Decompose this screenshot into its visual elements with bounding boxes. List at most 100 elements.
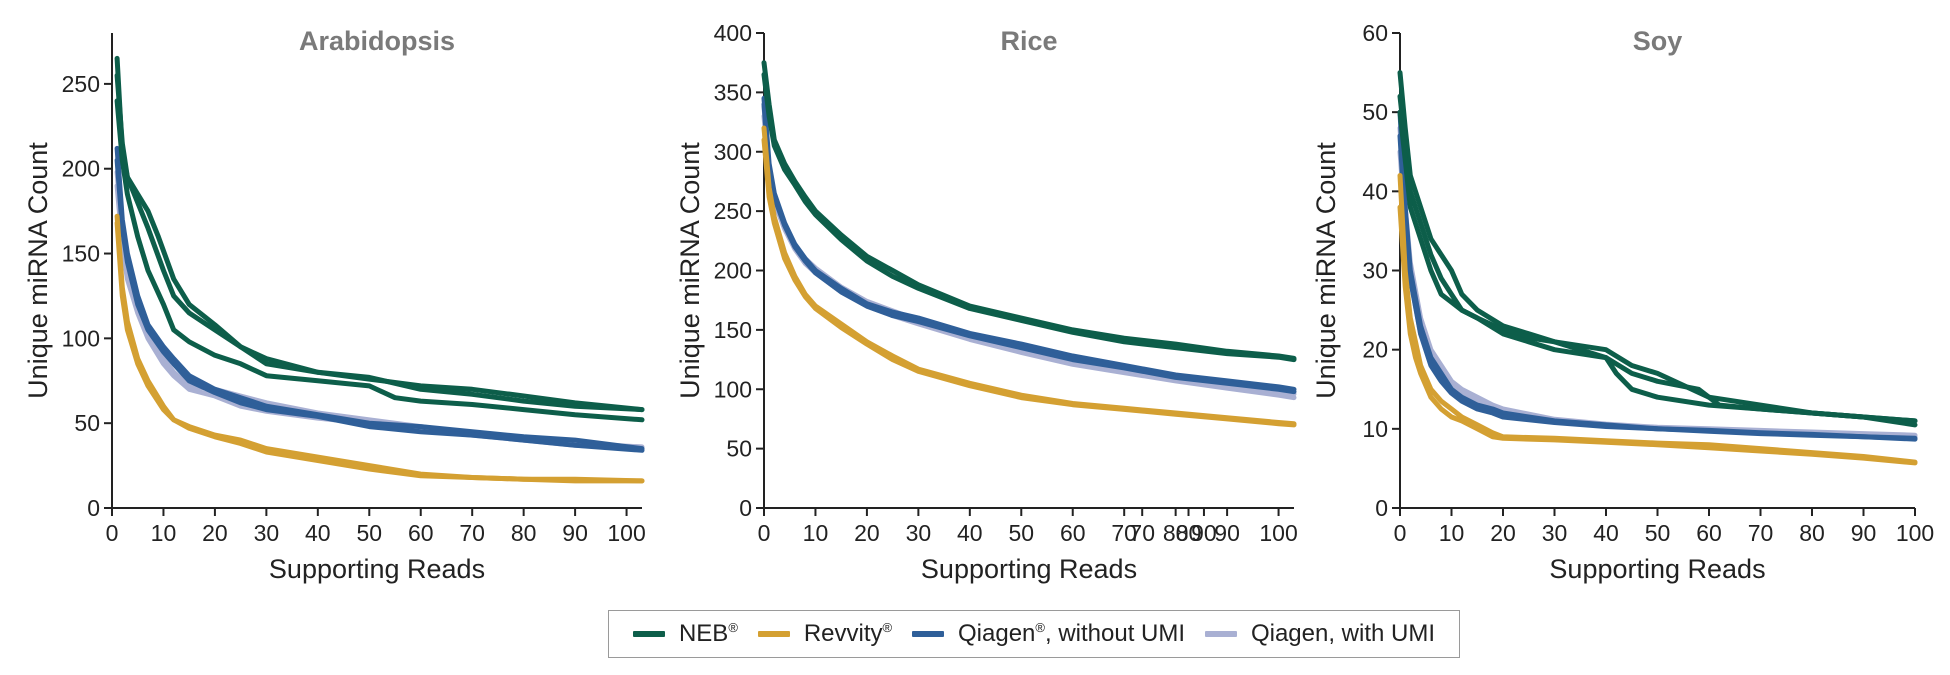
- x-tick-label: 40: [1593, 520, 1619, 546]
- y-tick-label: 0: [87, 495, 100, 521]
- legend-item-qiagen-without-umi: Qiagen®, without UMI: [912, 620, 1185, 648]
- y-tick-label: 100: [62, 325, 100, 351]
- x-tick-label: 80: [1799, 520, 1825, 546]
- y-tick-label: 50: [1362, 99, 1388, 125]
- x-tick-label: 70: [1748, 520, 1774, 546]
- series-line-qiagen-with-umi: [761, 113, 1297, 401]
- y-tick-label: 20: [1362, 337, 1388, 363]
- y-axis-label: Unique miRNA Count: [23, 142, 53, 399]
- x-tick-label: 80: [511, 520, 537, 546]
- y-tick-label: 150: [62, 241, 100, 267]
- legend-label-revvity: Revvity®: [803, 620, 893, 647]
- legend-swatch-neb: [632, 631, 665, 637]
- series-line-neb: [114, 55, 645, 413]
- x-tick-label: 50: [1645, 520, 1671, 546]
- legend-item-qiagen-with-umi: Qiagen, with UMI: [1204, 620, 1436, 648]
- x-tick-label: 60: [1060, 520, 1086, 546]
- x-tick-label: 0: [1394, 520, 1407, 546]
- y-axis-label: Unique miRNA Count: [1311, 142, 1341, 399]
- series-line-qiagen-without-umi: [1397, 109, 1918, 441]
- x-tick-label: 0: [106, 520, 119, 546]
- x-axis-label: Supporting Reads: [269, 554, 485, 584]
- x-tick-label: 90: [1851, 520, 1877, 546]
- x-tick-label: 10: [803, 520, 829, 546]
- y-tick-label: 50: [726, 436, 752, 462]
- series-line-qiagen-without-umi: [1397, 133, 1918, 442]
- y-tick-label: 400: [714, 20, 752, 46]
- y-tick-label: 200: [714, 258, 752, 284]
- y-tick-label: 100: [714, 376, 752, 402]
- x-tick-label: 50: [356, 520, 382, 546]
- x-tick-label: 90: [562, 520, 588, 546]
- x-tick-label: 70: [459, 520, 485, 546]
- y-tick-label: 40: [1362, 178, 1388, 204]
- y-tick-label: 250: [714, 198, 752, 224]
- x-tick-label: 100: [1259, 520, 1297, 546]
- y-tick-label: 0: [1375, 495, 1388, 521]
- x-tick-label: 90: [1214, 520, 1240, 546]
- panel-rice: 0 50 100 150 200 250 300 350 400 0 10 20 30 40 50 60 70 8…: [675, 20, 1298, 584]
- y-tick-label: 350: [714, 79, 752, 105]
- x-tick-label: 40: [305, 520, 331, 546]
- series-line-revvity: [114, 220, 645, 484]
- y-tick-label: 10: [1362, 416, 1388, 442]
- series-line-qiagen-with-umi: [1397, 125, 1918, 438]
- x-tick-label: 20: [202, 520, 228, 546]
- y-axis-label: Unique miRNA Count: [675, 142, 705, 399]
- series-line-revvity: [761, 137, 1297, 428]
- x-tick-label: 10: [151, 520, 177, 546]
- legend-item-revvity: Revvity®: [757, 620, 893, 648]
- legend-label-neb: NEB®: [678, 620, 738, 647]
- y-tick-label: 150: [714, 317, 752, 343]
- x-tick-label: 50: [1008, 520, 1034, 546]
- series-line-qiagen-without-umi: [761, 101, 1297, 395]
- x-tick-label: 100: [607, 520, 645, 546]
- legend-label-qiagen-without-umi: Qiagen®, without UMI: [958, 620, 1186, 647]
- x-tick-label: 80: [1163, 520, 1189, 546]
- x-tick-label: 30: [254, 520, 280, 546]
- x-tick-label: 70: [1111, 520, 1137, 546]
- x-tick-label: 90: [1191, 520, 1217, 546]
- x-axis-label: Supporting Reads: [921, 554, 1137, 584]
- x-axis-label: Supporting Reads: [1549, 554, 1765, 584]
- panel-soy: 0 10 20 30 40 50 60 0 10 20 30 40 50 60 70 80 90 100 Soy Su…: [1311, 20, 1934, 584]
- series-line-qiagen-with-umi: [1397, 149, 1918, 440]
- y-tick-label: 0: [739, 495, 752, 521]
- series-line-neb: [1397, 70, 1918, 424]
- y-tick-label: 50: [74, 410, 100, 436]
- x-tick-label: 20: [1490, 520, 1516, 546]
- y-tick-label: 300: [714, 139, 752, 165]
- series-line-revvity: [1397, 204, 1918, 466]
- series-line-neb: [761, 60, 1297, 361]
- x-tick-label: 30: [1542, 520, 1568, 546]
- y-tick-label: 200: [62, 156, 100, 182]
- x-tick-label: 20: [854, 520, 880, 546]
- legend-label-qiagen-with-umi: Qiagen, with UMI: [1250, 620, 1436, 647]
- series-line-neb: [114, 98, 645, 423]
- legend-swatch-revvity: [757, 631, 790, 637]
- panel-arabidopsis: 0 50 100 150 200 250 0 10 20 30 40 50 60 70 80 90 100 Ara…: [23, 26, 646, 584]
- legend-swatch-qiagen-without-umi: [912, 631, 944, 637]
- panel-title: Arabidopsis: [299, 26, 455, 56]
- panel-title: Soy: [1633, 26, 1683, 56]
- x-tick-label: 40: [957, 520, 983, 546]
- x-tick-label: 10: [1439, 520, 1465, 546]
- x-tick-label: 30: [906, 520, 932, 546]
- x-tick-label: 60: [408, 520, 434, 546]
- x-tick-label: 60: [1696, 520, 1722, 546]
- series-line-revvity: [1397, 173, 1918, 465]
- y-tick-label: 30: [1362, 258, 1388, 284]
- series-line-neb: [114, 72, 645, 413]
- series-line-neb: [761, 72, 1297, 363]
- x-tick-label: 80: [1176, 520, 1202, 546]
- y-tick-label: 250: [62, 71, 100, 97]
- legend-item-neb: NEB®: [632, 620, 738, 648]
- legend: NEB® Revvity® Qiagen®, without UMI Qiage…: [608, 610, 1460, 658]
- x-tick-label: 0: [758, 520, 771, 546]
- x-tick-label: 100: [1896, 520, 1934, 546]
- panel-title: Rice: [1000, 26, 1057, 56]
- series-line-qiagen-without-umi: [114, 157, 645, 453]
- legend-swatch-qiagen-with-umi: [1204, 631, 1237, 637]
- x-tick-label: 70: [1129, 520, 1155, 546]
